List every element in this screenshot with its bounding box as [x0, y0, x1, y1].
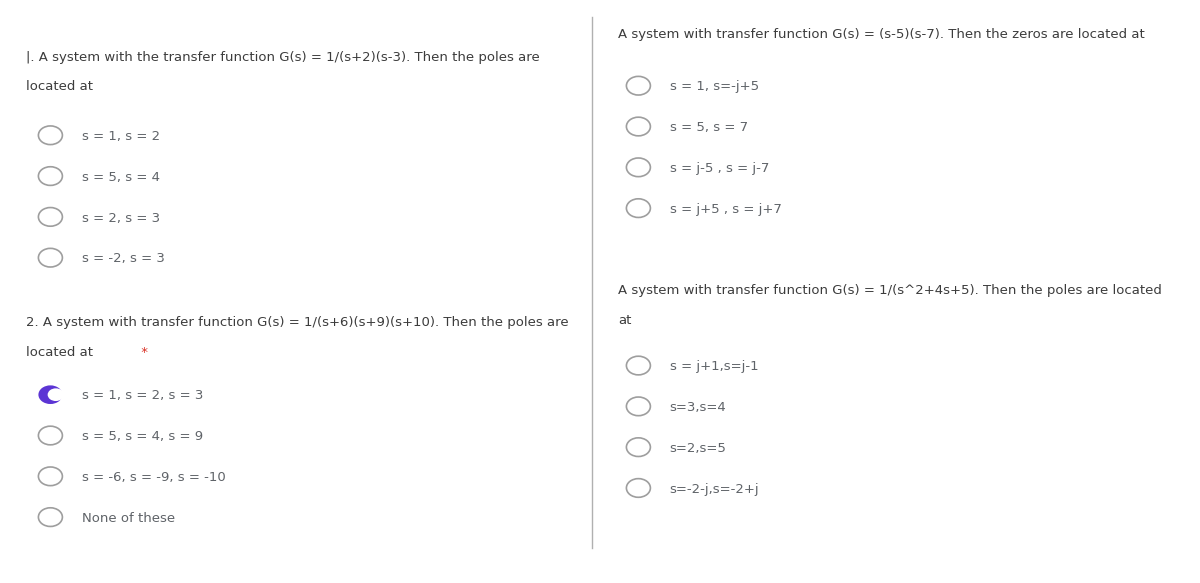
- Text: 2. A system with transfer function G(s) = 1/(s+6)(s+9)(s+10). Then the poles are: 2. A system with transfer function G(s) …: [26, 317, 569, 329]
- Ellipse shape: [626, 397, 650, 416]
- Text: located at: located at: [26, 80, 94, 93]
- Text: s = -2, s = 3: s = -2, s = 3: [82, 252, 164, 265]
- Ellipse shape: [38, 426, 62, 445]
- Text: s = 5, s = 4: s = 5, s = 4: [82, 171, 160, 184]
- Ellipse shape: [38, 248, 62, 267]
- Text: *: *: [137, 346, 148, 359]
- Ellipse shape: [626, 76, 650, 95]
- Text: s = 1, s=-j+5: s = 1, s=-j+5: [670, 80, 758, 93]
- Text: located at: located at: [26, 346, 94, 359]
- Text: s=-2-j,s=-2+j: s=-2-j,s=-2+j: [670, 483, 760, 496]
- Text: s = 1, s = 2, s = 3: s = 1, s = 2, s = 3: [82, 389, 203, 402]
- Ellipse shape: [626, 356, 650, 375]
- Text: s = 5, s = 7: s = 5, s = 7: [670, 121, 748, 134]
- Ellipse shape: [38, 167, 62, 185]
- Ellipse shape: [48, 388, 64, 401]
- Ellipse shape: [38, 385, 62, 404]
- Ellipse shape: [626, 199, 650, 217]
- Text: at: at: [618, 314, 631, 326]
- Text: s = j+1,s=j-1: s = j+1,s=j-1: [670, 360, 758, 373]
- Text: A system with transfer function G(s) = 1/(s^2+4s+5). Then the poles are located: A system with transfer function G(s) = 1…: [618, 285, 1162, 297]
- Ellipse shape: [38, 467, 62, 486]
- Text: None of these: None of these: [82, 512, 175, 525]
- Ellipse shape: [626, 158, 650, 177]
- Ellipse shape: [38, 208, 62, 226]
- Text: s=3,s=4: s=3,s=4: [670, 401, 726, 414]
- Ellipse shape: [626, 438, 650, 456]
- Text: s = j+5 , s = j+7: s = j+5 , s = j+7: [670, 203, 781, 216]
- Text: s = 5, s = 4, s = 9: s = 5, s = 4, s = 9: [82, 430, 203, 443]
- Text: s=2,s=5: s=2,s=5: [670, 442, 726, 455]
- Text: |. A system with the transfer function G(s) = 1/(s+2)(s-3). Then the poles are: |. A system with the transfer function G…: [26, 51, 540, 64]
- Text: s = j-5 , s = j-7: s = j-5 , s = j-7: [670, 162, 769, 175]
- Text: s = 2, s = 3: s = 2, s = 3: [82, 212, 160, 224]
- Ellipse shape: [626, 117, 650, 136]
- Text: A system with transfer function G(s) = (s-5)(s-7). Then the zeros are located at: A system with transfer function G(s) = (…: [618, 28, 1145, 41]
- Ellipse shape: [626, 479, 650, 497]
- Ellipse shape: [38, 126, 62, 145]
- Text: s = 1, s = 2: s = 1, s = 2: [82, 130, 160, 143]
- Text: s = -6, s = -9, s = -10: s = -6, s = -9, s = -10: [82, 471, 226, 484]
- Ellipse shape: [38, 508, 62, 526]
